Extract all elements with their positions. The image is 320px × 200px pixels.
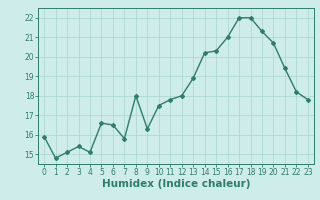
X-axis label: Humidex (Indice chaleur): Humidex (Indice chaleur) — [102, 179, 250, 189]
